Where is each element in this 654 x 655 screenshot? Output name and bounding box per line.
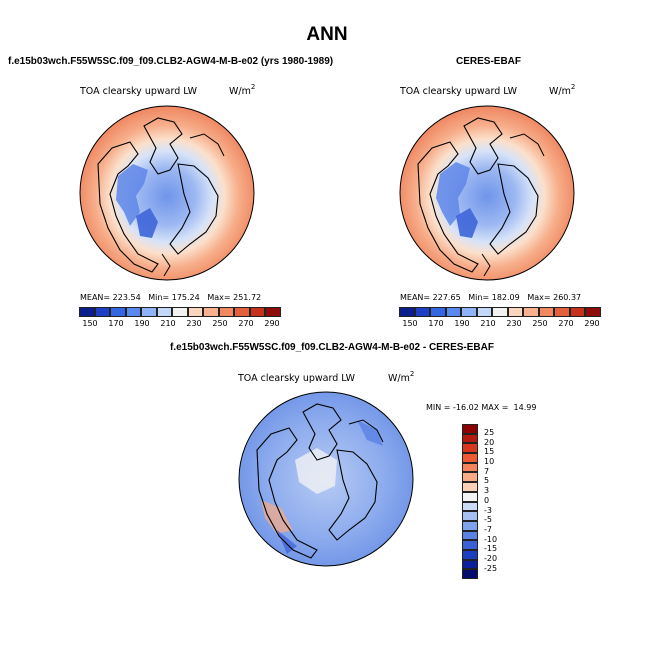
obs-colorbar-tick-label: 210 [480, 319, 496, 328]
model-colorbar-swatch [187, 307, 203, 317]
obs-colorbar-swatch [414, 307, 430, 317]
model-colorbar-tick-label: 170 [108, 319, 124, 328]
obs-colorbar-swatch [554, 307, 570, 317]
diff-colorbar-swatch [462, 453, 478, 463]
obs-colorbar-ticks: 150 170 190 210 230 250 270 290 [397, 319, 605, 328]
diff-colorbar-swatch [462, 559, 478, 570]
diff-colorbar-swatch [462, 540, 478, 550]
model-colorbar-swatch [218, 307, 234, 317]
obs-colorbar-tick-label: 170 [428, 319, 444, 328]
diff-colorbar-swatch [462, 482, 478, 492]
model-stats: MEAN= 223.54 Min= 175.24 Max= 251.72 [80, 293, 262, 302]
model-colorbar-swatch [94, 307, 110, 317]
diff-colorbar [462, 424, 478, 579]
diff-colorbar-swatch [462, 569, 478, 579]
diff-colorbar-swatch [462, 520, 478, 531]
model-colorbar-swatch [110, 307, 126, 317]
model-polar-map [79, 105, 255, 281]
diff-colorbar-swatch [462, 443, 478, 454]
model-colorbar-ticks: 150 170 190 210 230 250 270 290 [77, 319, 285, 328]
diff-colorbar-swatch [462, 549, 478, 560]
model-colorbar-tick-label: 150 [82, 319, 98, 328]
diff-colorbar-swatch [462, 530, 478, 541]
model-colorbar-tick-label: 270 [238, 319, 254, 328]
diff-colorbar-swatch [462, 462, 478, 473]
diff-panel-title: f.e15b03wch.F55W5SC.f09_f09.CLB2-AGW4-M-… [170, 342, 494, 353]
diff-field-label: TOA clearsky upward LW [238, 373, 356, 384]
model-colorbar-swatch [172, 307, 188, 317]
obs-field-label: TOA clearsky upward LW [400, 86, 518, 97]
diff-colorbar-swatch [462, 424, 478, 434]
model-colorbar-swatch [203, 307, 219, 317]
obs-colorbar-tick-label: 150 [402, 319, 418, 328]
model-colorbar-tick-label: 290 [264, 319, 280, 328]
model-colorbar-tick-label: 210 [160, 319, 176, 328]
diff-colorbar-tick-label: -10 [484, 534, 498, 544]
diff-colorbar-tick-label: 25 [484, 428, 495, 437]
obs-colorbar-swatch [430, 307, 446, 317]
diff-colorbar-tick-label: -15 [484, 544, 498, 554]
obs-colorbar-swatch [585, 307, 601, 317]
diff-colorbar-tick-label: -7 [484, 524, 492, 534]
model-colorbar-tick-label: 190 [134, 319, 150, 328]
diff-colorbar-tick-label: 20 [484, 437, 495, 447]
diff-colorbar-tick-label: 3 [484, 486, 490, 496]
model-colorbar-swatch [156, 307, 172, 317]
obs-colorbar [399, 307, 601, 317]
model-colorbar [79, 307, 281, 317]
obs-colorbar-swatch [445, 307, 461, 317]
obs-units: W/m2 [549, 83, 576, 98]
model-colorbar-swatch [249, 307, 265, 317]
model-colorbar-swatch [79, 307, 95, 317]
model-colorbar-swatch [234, 307, 250, 317]
obs-colorbar-tick-label: 250 [532, 319, 548, 328]
diff-colorbar-tick-label: 15 [484, 447, 495, 457]
diff-colorbar-ticks: 25 20 15 10 7 5 3 0 -3 -5 -7 -10 -15 -20 -25 [484, 428, 497, 573]
diff-colorbar-swatch [462, 472, 478, 483]
page-title: ANN [306, 24, 348, 45]
diff-colorbar-swatch [462, 433, 478, 444]
diff-colorbar-swatch [462, 491, 478, 502]
model-panel-title: f.e15b03wch.F55W5SC.f09_f09.CLB2-AGW4-M-… [8, 56, 334, 67]
obs-stats: MEAN= 227.65 Min= 182.09 Max= 260.37 [400, 293, 582, 302]
obs-colorbar-swatch [461, 307, 477, 317]
obs-panel-title: CERES-EBAF [456, 56, 522, 67]
model-colorbar-tick-label: 250 [212, 319, 228, 328]
diff-colorbar-swatch [462, 511, 478, 521]
diff-polar-map [238, 391, 414, 567]
diff-colorbar-tick-label: -20 [484, 553, 498, 563]
diff-units: W/m2 [388, 370, 415, 385]
diff-colorbar-tick-label: -5 [484, 515, 492, 525]
obs-polar-map [399, 105, 575, 281]
obs-colorbar-swatch [492, 307, 508, 317]
diff-colorbar-tick-label: 10 [484, 457, 495, 467]
diff-colorbar-tick-label: -3 [484, 505, 492, 515]
diff-colorbar-tick-label: 7 [484, 466, 490, 476]
diff-colorbar-swatch [462, 501, 478, 512]
diff-stats: MIN = -16.02 MAX = 14.99 [426, 403, 537, 412]
model-colorbar-swatch [141, 307, 157, 317]
model-field-label: TOA clearsky upward LW [80, 86, 198, 97]
model-colorbar-swatch [265, 307, 281, 317]
obs-colorbar-swatch [569, 307, 585, 317]
model-colorbar-swatch [125, 307, 141, 317]
diff-colorbar-tick-label: 0 [484, 495, 490, 505]
diff-colorbar-tick-label: 5 [484, 476, 490, 486]
obs-colorbar-tick-label: 270 [558, 319, 574, 328]
obs-colorbar-tick-label: 190 [454, 319, 470, 328]
obs-colorbar-swatch [476, 307, 492, 317]
model-units: W/m2 [229, 83, 256, 98]
obs-colorbar-tick-label: 230 [506, 319, 522, 328]
obs-colorbar-swatch [523, 307, 539, 317]
diff-colorbar-tick-label: -25 [484, 563, 498, 573]
model-colorbar-tick-label: 230 [186, 319, 202, 328]
obs-colorbar-swatch [399, 307, 415, 317]
obs-colorbar-tick-label: 290 [584, 319, 600, 328]
obs-colorbar-swatch [538, 307, 554, 317]
obs-colorbar-swatch [507, 307, 523, 317]
